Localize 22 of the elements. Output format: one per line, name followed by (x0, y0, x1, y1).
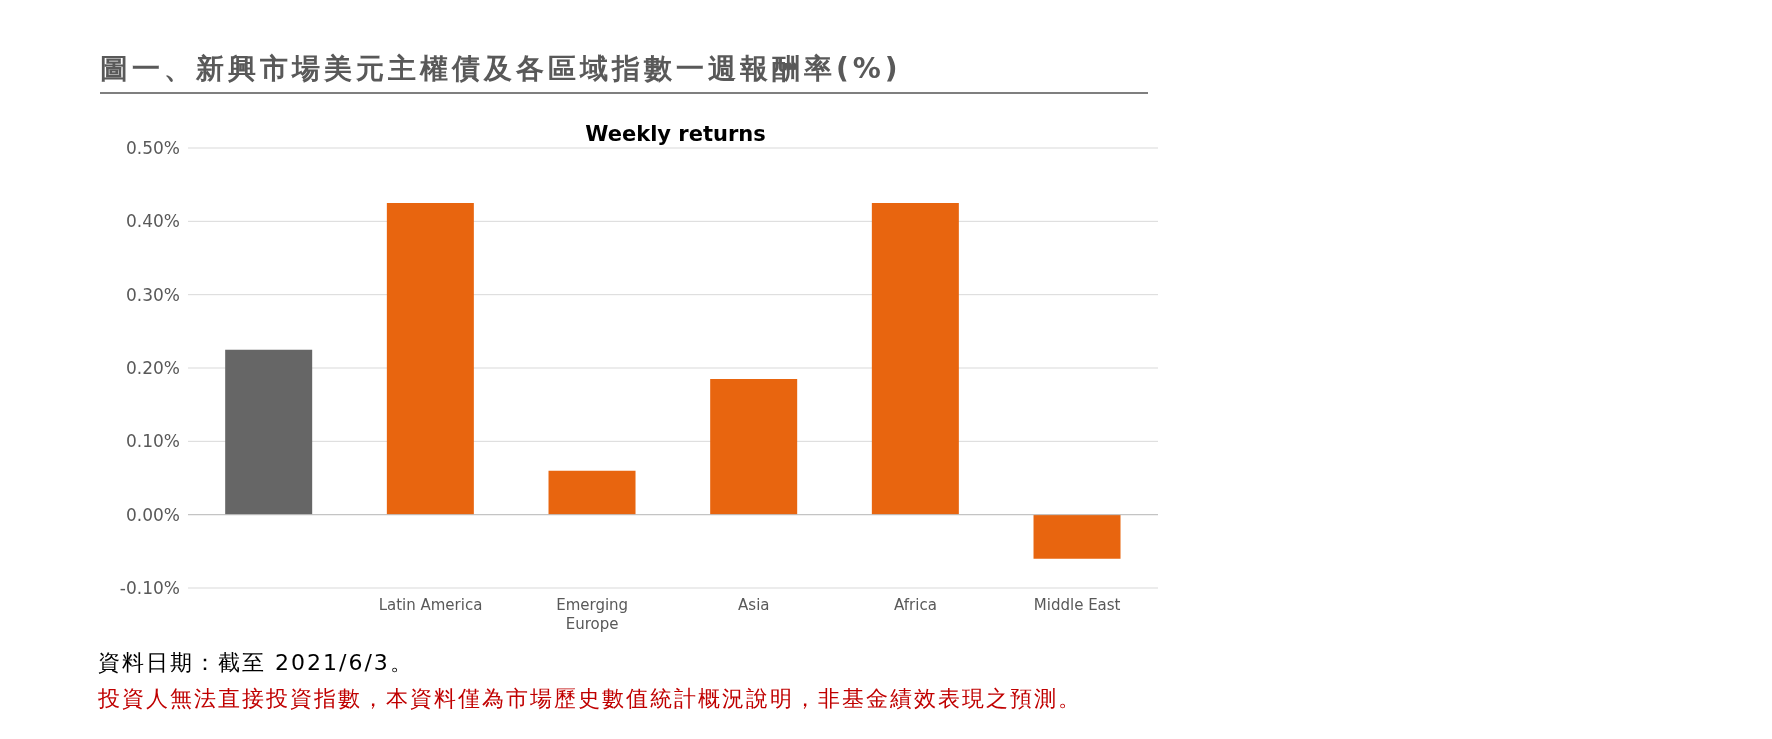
bar (710, 379, 798, 515)
x-tick-label: Asia (738, 596, 770, 614)
y-tick-label: -0.10% (119, 578, 180, 599)
chart-subtitle: Weekly returns (584, 122, 767, 146)
bar (225, 349, 313, 515)
x-tick-label: Africa (894, 596, 937, 614)
y-tick-label: 0.20% (125, 358, 180, 379)
bar (871, 203, 959, 515)
y-tick-label: 0.00% (125, 504, 180, 525)
y-tick-label: 0.10% (125, 431, 180, 452)
x-tick-label: Latin America (378, 596, 483, 614)
bar (386, 203, 474, 515)
bar (548, 470, 636, 515)
y-tick-label: 0.40% (125, 211, 180, 232)
x-tick-label: Emerging Europe (556, 596, 629, 633)
y-tick-label: 0.30% (125, 284, 180, 305)
chart-title: 圖一、新興市場美元主權債及各區域指數一週報酬率(%) (100, 50, 1148, 94)
x-tick-label: Middle East (1033, 596, 1121, 614)
y-tick-label: 0.50% (125, 138, 180, 159)
bar (1033, 514, 1121, 559)
text: 資料日期：截至 2021/6/3。 (98, 649, 414, 677)
text: 投資人無法直接投資指數，本資料僅為市場歷史數值統計概況說明，非基金績效表現之預測。 (98, 685, 1082, 713)
